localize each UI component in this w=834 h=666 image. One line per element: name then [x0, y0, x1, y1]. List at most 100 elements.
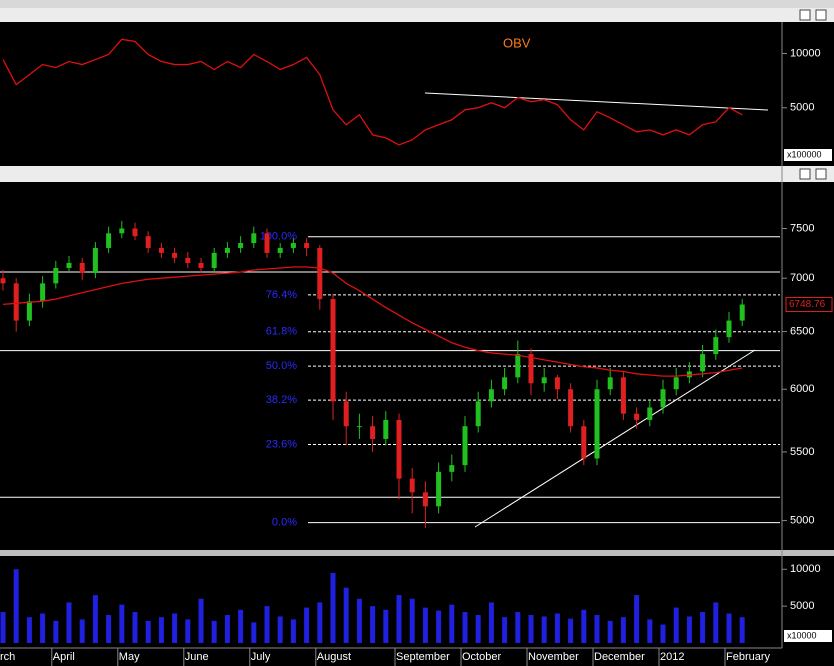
x-tick-label: August: [317, 651, 351, 663]
candle-body: [528, 354, 534, 384]
x-tick-label: May: [119, 651, 140, 663]
volume-bar: [13, 569, 19, 643]
x-tick-label: 2012: [660, 651, 684, 663]
toolbar: [0, 0, 834, 8]
candle-body: [145, 236, 151, 248]
candle-body: [568, 389, 574, 427]
volume-bar: [502, 617, 508, 643]
candle-body: [739, 304, 745, 321]
indicator-title: OBV: [503, 35, 531, 50]
volume-bar: [79, 619, 85, 643]
candle-body: [409, 478, 415, 493]
restore-button[interactable]: [799, 168, 811, 180]
candle-body: [13, 283, 19, 321]
unit-box: [784, 630, 832, 642]
candle-body: [66, 262, 72, 268]
candle-body: [277, 247, 283, 253]
volume-bar: [330, 572, 336, 643]
volume-bar: [673, 607, 679, 643]
fib-label: 50.0%: [266, 360, 297, 372]
moving-average: [2, 266, 743, 377]
candle-body: [0, 278, 6, 284]
y-tick-label: 10000: [790, 563, 821, 575]
volume-bar: [409, 598, 415, 643]
candle-body: [26, 301, 32, 321]
fib-label: 38.2%: [266, 394, 297, 406]
y-tick-label: 5500: [790, 446, 814, 458]
candle-body: [343, 401, 349, 427]
candle-body: [317, 247, 323, 300]
volume-bar: [647, 619, 653, 643]
last-price: 6748.76: [789, 299, 826, 310]
volume-bar: [594, 614, 600, 643]
y-tick-label: 7500: [790, 222, 814, 234]
volume-bar: [290, 619, 296, 643]
candle-body: [119, 228, 125, 234]
y-tick-label: 5000: [790, 600, 814, 612]
candle-body: [673, 377, 679, 390]
volume-bar: [185, 619, 191, 643]
candle-body: [198, 262, 204, 268]
candle-body: [211, 252, 217, 268]
volume-bar: [343, 587, 349, 643]
y-tick-label: 10000: [790, 47, 821, 59]
candle-body: [304, 243, 310, 248]
close-button[interactable]: [815, 168, 827, 180]
candle-body: [488, 389, 494, 402]
panel-divider: [0, 550, 834, 556]
candle-body: [224, 247, 230, 253]
fib-label: 76.4%: [266, 289, 297, 301]
fib-label: 23.6%: [266, 438, 297, 450]
volume-bar: [224, 614, 230, 643]
volume-bar: [198, 598, 204, 643]
volume-bar: [66, 602, 72, 643]
volume-bar: [686, 616, 692, 643]
panel-header: [0, 8, 834, 22]
volume-bar: [172, 613, 178, 643]
y-tick-label: 6500: [790, 325, 814, 337]
plot: 5000 10000 x100000 OBV 5000 5500 6000 6500 7000 7…: [0, 35, 833, 666]
candle-body: [581, 426, 587, 459]
candle-body: [634, 413, 640, 420]
candle-body: [185, 257, 191, 263]
unit-box: [784, 149, 832, 161]
volume-bar: [396, 595, 402, 643]
panel-header: [0, 166, 834, 182]
obv-line: [2, 38, 743, 146]
candle-body: [620, 377, 626, 414]
volume-bar: [106, 614, 112, 643]
volume-bar: [554, 613, 560, 643]
volume-bar: [713, 602, 719, 643]
volume-bar: [211, 620, 217, 643]
candle-body: [726, 320, 732, 338]
candle-body: [290, 243, 296, 248]
volume-bar: [620, 617, 626, 643]
volume-bar: [132, 612, 138, 643]
x-tick-label: April: [53, 651, 75, 663]
volume-bar: [515, 612, 521, 643]
candle-body: [541, 377, 547, 384]
volume-bar: [607, 620, 613, 643]
volume-bar: [383, 609, 389, 643]
x-tick-label: October: [462, 651, 501, 663]
unit-label: x100000: [787, 149, 822, 159]
volume-bar: [462, 612, 468, 643]
volume-bar: [356, 598, 362, 643]
volume-bar: [92, 595, 98, 643]
close-button[interactable]: [815, 9, 827, 21]
volume-bar: [264, 606, 270, 643]
volume-bar: [158, 617, 164, 643]
volume-bar: [53, 620, 59, 643]
volume-bar: [251, 622, 257, 643]
restore-button[interactable]: [799, 9, 811, 21]
volume-bar: [475, 614, 481, 643]
volume-bar: [26, 617, 32, 643]
candle-body: [436, 471, 442, 507]
candle-body: [647, 407, 653, 420]
candle-body: [660, 389, 666, 408]
candle-body: [396, 419, 402, 479]
candle-body: [475, 401, 481, 427]
candle-body: [700, 354, 706, 372]
y-tick-label: 5000: [790, 102, 814, 114]
trend-line: [424, 92, 769, 111]
